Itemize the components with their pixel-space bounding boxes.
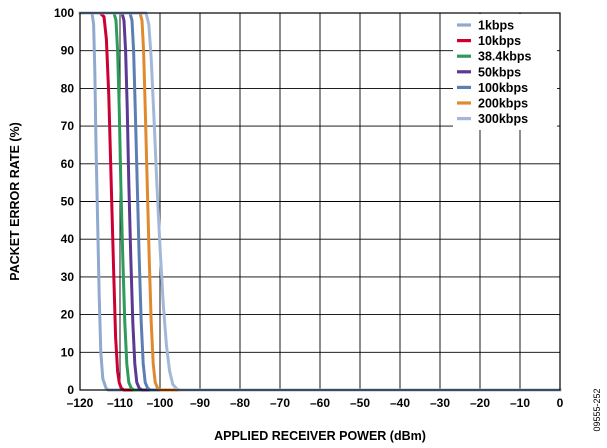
x-tick-label: –80 — [230, 396, 250, 410]
y-tick-label: 40 — [61, 232, 75, 246]
y-tick-label: 80 — [61, 81, 75, 95]
data-series — [78, 11, 562, 392]
x-tick-label: –20 — [470, 396, 490, 410]
legend-label: 1kbps — [478, 19, 514, 33]
legend-label: 100kbps — [478, 81, 528, 95]
legend-label: 38.4kbps — [478, 50, 532, 64]
figure-id: 09555-252 — [592, 388, 602, 431]
y-axis-title: PACKET ERROR RATE (%) — [8, 122, 22, 281]
y-tick-label: 50 — [61, 195, 75, 209]
x-tick-label: –90 — [190, 396, 210, 410]
y-tick-label: 90 — [61, 44, 75, 58]
series-line-200kbps — [78, 11, 562, 392]
x-tick-label: –40 — [390, 396, 410, 410]
y-tick-labels: 0 10 20 30 40 50 60 70 80 90 100 — [54, 6, 74, 397]
x-tick-label: –100 — [147, 396, 174, 410]
plot-frame — [79, 12, 561, 391]
gridlines — [79, 12, 561, 391]
x-tick-label: –10 — [510, 396, 530, 410]
x-tick-labels: –120 –110 –100 –90 –80 –70 –60 –50 –40 –30 –20 –10 0 — [67, 396, 564, 410]
y-tick-label: 0 — [67, 383, 74, 397]
x-tick-label: –110 — [107, 396, 133, 410]
y-tick-label: 100 — [54, 6, 74, 20]
series-line-50kbps — [78, 11, 562, 392]
series-line-300kbps — [78, 11, 562, 392]
y-tick-label: 10 — [61, 345, 75, 359]
legend-label: 10kbps — [478, 34, 521, 48]
x-tick-label: –70 — [270, 396, 290, 410]
y-tick-label: 20 — [61, 308, 75, 322]
x-axis-title: APPLIED RECEIVER POWER (dBm) — [214, 429, 426, 443]
x-tick-label: –60 — [310, 396, 330, 410]
y-tick-label: 60 — [61, 157, 75, 171]
y-tick-label: 70 — [61, 119, 75, 133]
legend-label: 50kbps — [478, 65, 521, 79]
x-tick-label: –120 — [67, 396, 94, 410]
legend-label: 300kbps — [478, 112, 528, 126]
series-line-100kbps — [78, 11, 562, 392]
x-tick-label: –30 — [430, 396, 450, 410]
y-tick-label: 30 — [61, 270, 75, 284]
x-tick-label: 0 — [557, 396, 564, 410]
series-line-10kbps — [78, 11, 562, 392]
series-line-38-4kbps — [78, 11, 562, 392]
legend-label: 200kbps — [478, 97, 528, 111]
x-tick-label: –50 — [350, 396, 370, 410]
